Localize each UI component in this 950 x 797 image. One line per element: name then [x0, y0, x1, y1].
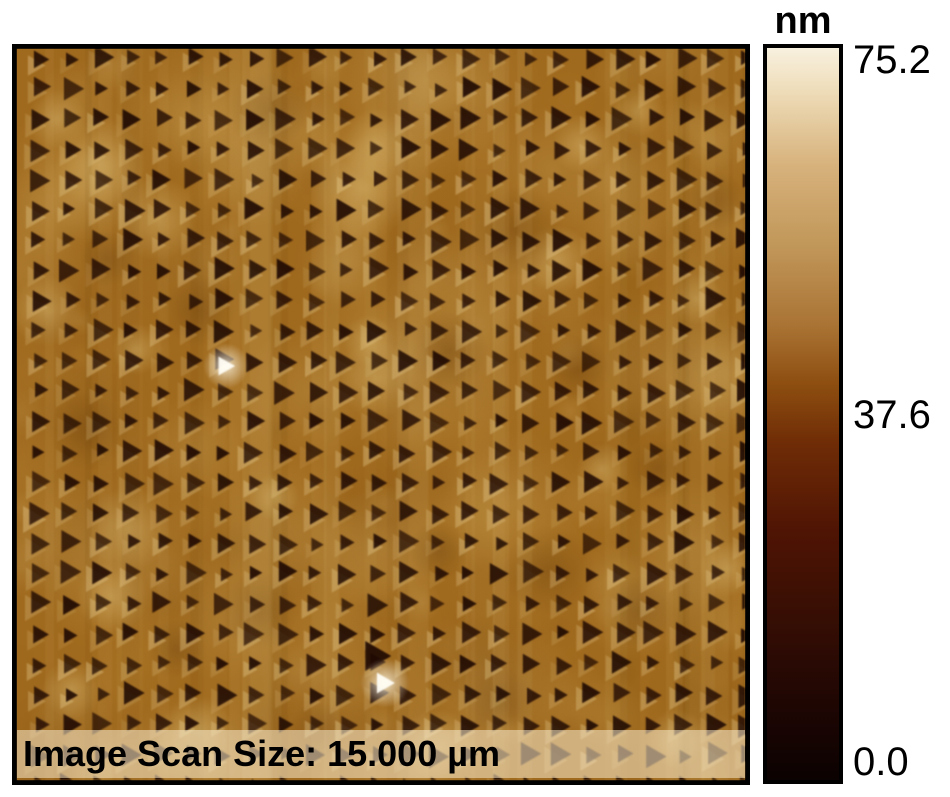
colorbar-tick-max: 75.2: [853, 38, 931, 82]
scan-size-label: Image Scan Size: 15.000 µm: [23, 733, 500, 774]
scan-size-banner: Image Scan Size: 15.000 µm: [17, 730, 745, 778]
afm-scan-image: Image Scan Size: 15.000 µm: [12, 44, 750, 785]
afm-topography-canvas: [17, 49, 745, 780]
colorbar-unit-label: nm: [774, 0, 832, 42]
colorbar-tick-mid: 37.6: [853, 393, 931, 437]
colorbar: [763, 44, 843, 784]
colorbar-tick-min: 0.0: [853, 740, 909, 784]
